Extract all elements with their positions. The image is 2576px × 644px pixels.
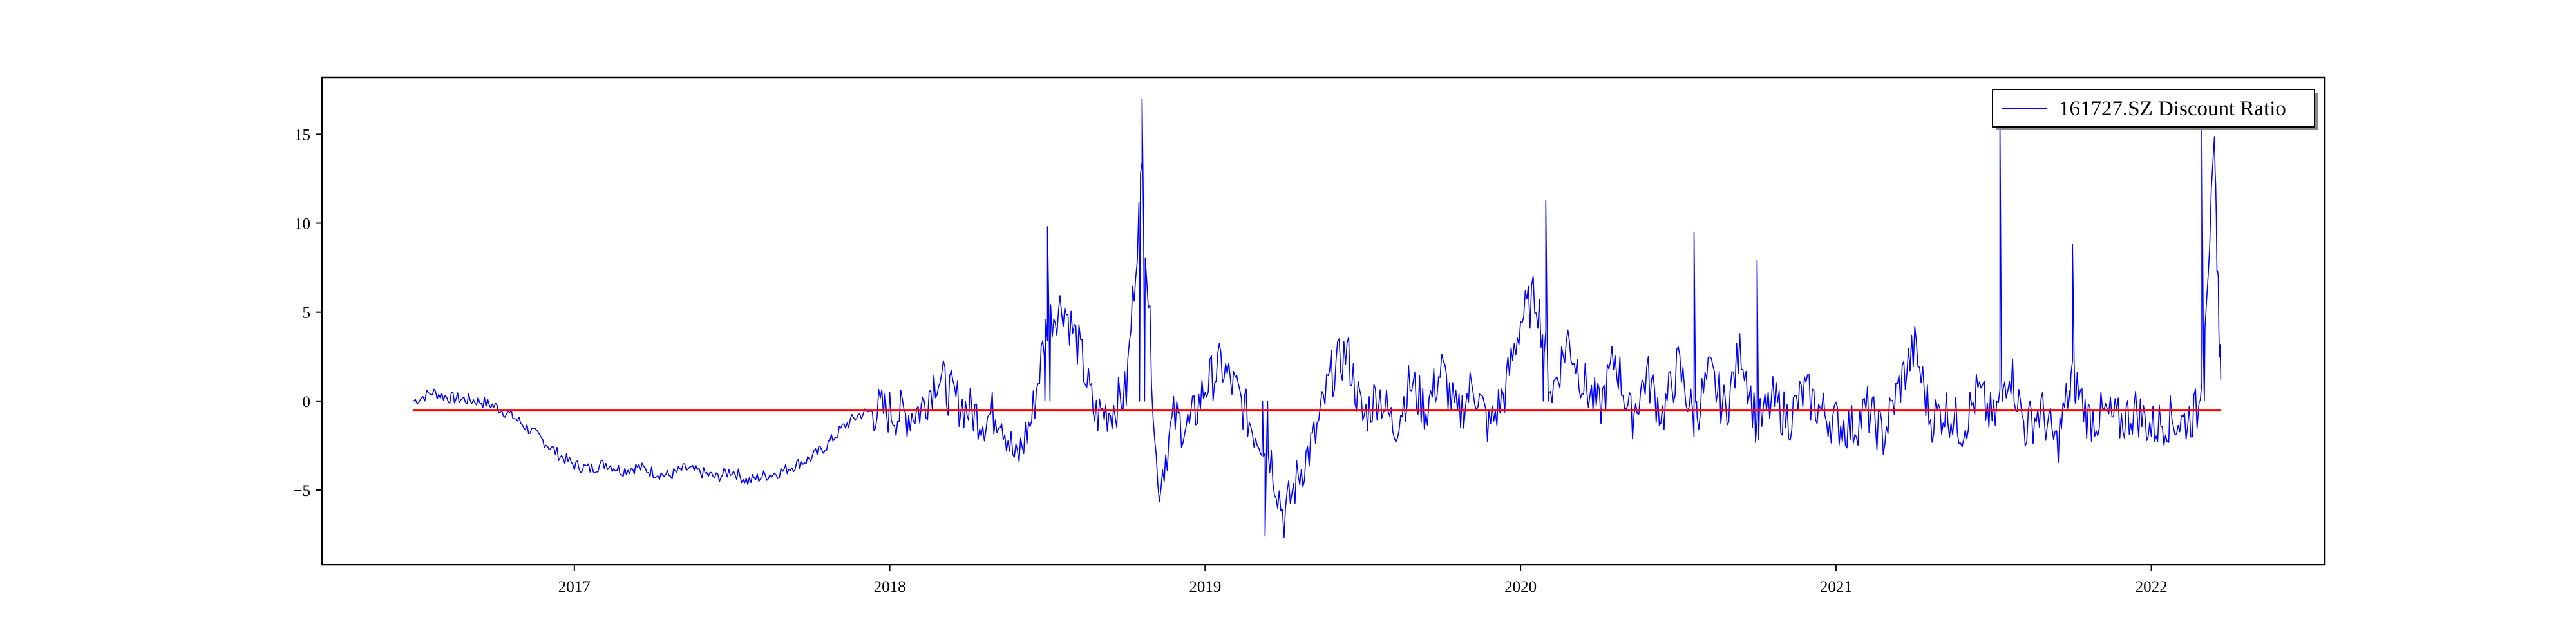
y-tick-label--5: −5 — [293, 482, 310, 500]
x-tick-label-2022: 2022 — [2136, 578, 2168, 596]
series-layer — [413, 98, 2222, 538]
y-axis: −5 0 5 10 15 — [293, 126, 322, 500]
x-tick-label-2020: 2020 — [1504, 578, 1537, 596]
x-tick-label-2017: 2017 — [558, 578, 591, 596]
legend: 161727.SZ Discount Ratio — [1992, 89, 2318, 130]
x-tick-label-2018: 2018 — [874, 578, 906, 596]
plot-area — [322, 77, 2325, 565]
y-tick-label-5: 5 — [303, 305, 311, 322]
x-axis: 2017 2018 2019 2020 2021 2022 — [558, 565, 2168, 596]
y-tick-label-10: 10 — [294, 216, 310, 233]
y-tick-label-0: 0 — [303, 393, 311, 411]
series-line-discount-ratio — [413, 98, 2222, 538]
x-tick-label-2021: 2021 — [1820, 578, 1852, 596]
plot-frame — [321, 76, 2326, 566]
y-tick-label-15: 15 — [294, 126, 310, 144]
legend-label: 161727.SZ Discount Ratio — [2059, 97, 2286, 120]
x-tick-label-2019: 2019 — [1189, 578, 1221, 596]
